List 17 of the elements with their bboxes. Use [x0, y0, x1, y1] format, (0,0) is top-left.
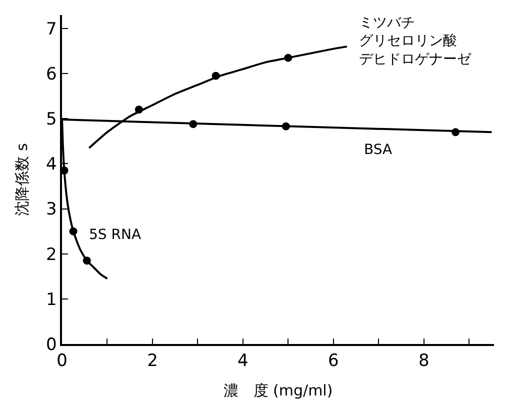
y-tick-label: 0	[46, 334, 57, 355]
y-tick-label: 4	[46, 154, 57, 175]
series-label: 5S RNA	[89, 227, 142, 243]
y-tick-label: 3	[46, 200, 57, 220]
y-tick-label: 5	[46, 110, 57, 130]
x-tick-label: 8	[418, 351, 430, 372]
y-axis-title: 沈降係数 s	[12, 143, 31, 216]
y-tick-label: 6	[46, 64, 57, 85]
x-tick-label: 4	[238, 351, 248, 372]
y-tick-label: 2	[46, 244, 57, 265]
x-tick-label: 6	[328, 351, 339, 372]
series-label: BSA	[364, 142, 393, 158]
y-tick-label: 1	[46, 290, 57, 310]
series-label: ミツバチグリセロリン酸デヒドロゲナーゼ	[359, 15, 472, 68]
x-tick-label: 2	[147, 351, 158, 372]
y-tick-label: 7	[46, 19, 57, 40]
x-axis-title: 濃 度 (mg/ml)	[223, 382, 333, 400]
